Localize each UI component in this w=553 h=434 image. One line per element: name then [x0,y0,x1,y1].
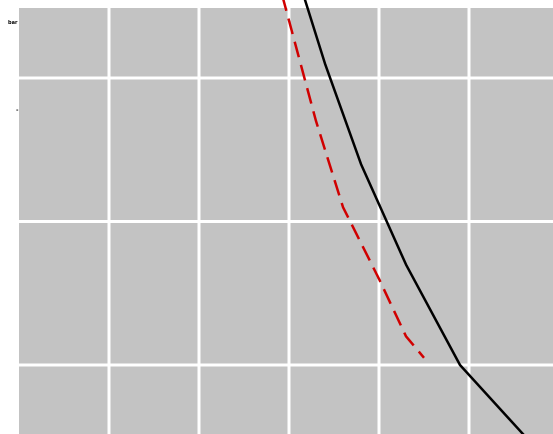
series-group [282,0,525,434]
series-line-solid [303,0,525,434]
y-axis-unit-label: bar [8,20,18,26]
y-axis-mark: - [16,107,19,114]
grid [19,8,553,434]
series-line-dashed [282,0,425,359]
